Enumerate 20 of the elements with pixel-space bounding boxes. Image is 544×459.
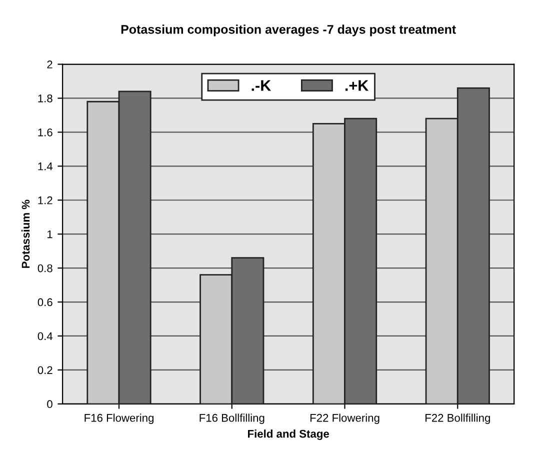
y-tick-label: 1.2 (38, 196, 52, 204)
y-tick-label: 1.4 (38, 162, 53, 170)
y-tick-label: 1.8 (38, 94, 52, 102)
legend-label: .+K (345, 80, 369, 91)
y-tick-label: 1 (48, 230, 52, 238)
y-tick-label: 2 (47, 60, 52, 68)
x-tick-label: F22 Bollfilling (426, 414, 490, 424)
y-axis-title: Potassium % (21, 200, 30, 268)
y-tick-label: 0.2 (38, 366, 52, 374)
x-tick-label: F16 Bollfilling (200, 414, 264, 424)
y-tick-label: 0 (47, 400, 52, 408)
y-tick-label: 0.4 (38, 332, 53, 340)
legend-label: .-K (252, 80, 271, 91)
chart-title: Potassium composition averages -7 days post treatment (121, 24, 456, 36)
x-tick-label: F22 Flowering (310, 414, 380, 424)
y-tick-label: 0.8 (38, 264, 52, 272)
x-axis-title: Field and Stage (248, 430, 329, 440)
x-tick-label: F16 Flowering (84, 414, 154, 424)
y-tick-label: 1.6 (38, 128, 52, 136)
y-tick-label: 0.6 (38, 298, 52, 306)
